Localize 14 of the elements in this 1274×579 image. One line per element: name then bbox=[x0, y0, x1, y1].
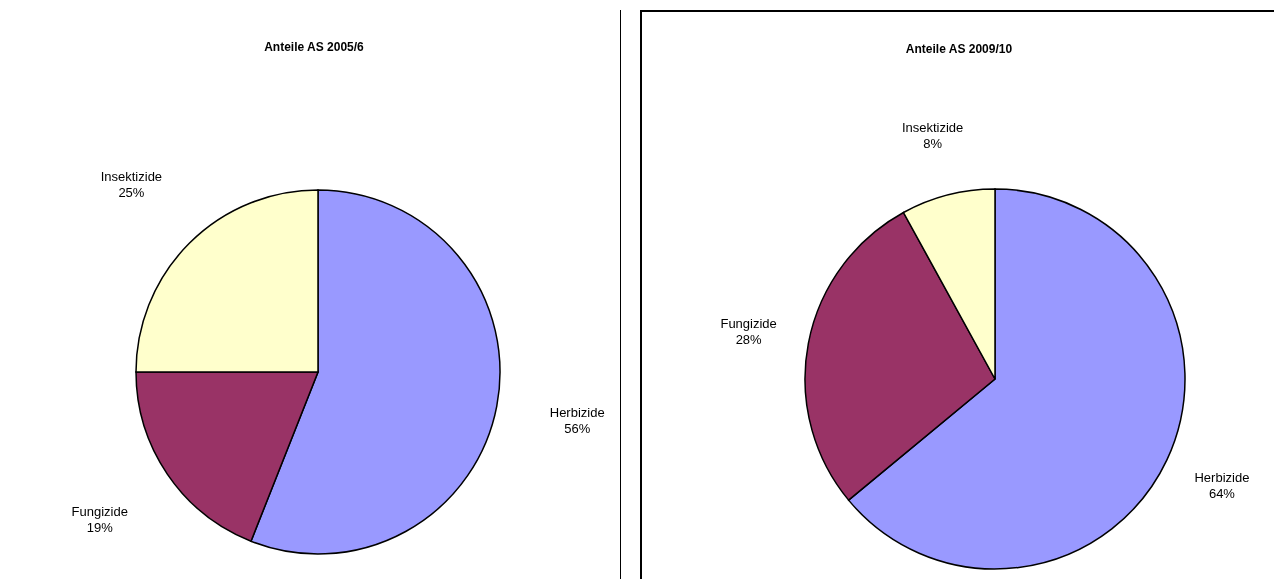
data-label: 28% bbox=[735, 332, 763, 347]
slice-label: Herbizide bbox=[549, 405, 605, 421]
slice-label: Insektizide bbox=[901, 120, 964, 136]
chart-title: Anteile AS 2009/10 bbox=[904, 42, 1014, 56]
slice-label: Fungizide bbox=[71, 504, 128, 520]
slice-label: Herbizide bbox=[1194, 469, 1250, 485]
data-label: 64% bbox=[1208, 485, 1236, 501]
data-label: 56% bbox=[564, 421, 591, 437]
data-label: 8% bbox=[923, 136, 943, 152]
data-label: 19% bbox=[86, 520, 114, 536]
chart-title: Anteile AS 2005/6 bbox=[263, 40, 365, 54]
slice-label: Fungizide bbox=[720, 316, 777, 331]
slice-label: Insektizide bbox=[100, 169, 163, 185]
data-label: 25% bbox=[118, 185, 145, 201]
